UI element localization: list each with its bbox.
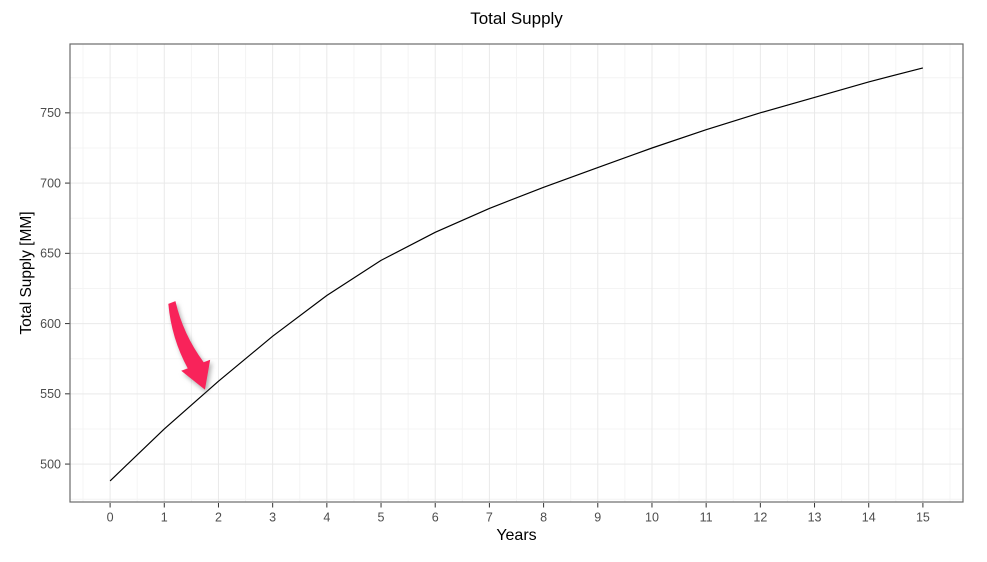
x-tick-label: 14 [862,511,876,525]
x-tick-label: 12 [753,511,767,525]
y-tick-label: 700 [40,176,61,190]
axis-tick-marks [65,112,924,508]
x-tick-label: 15 [916,511,930,525]
x-tick-label: 8 [540,511,547,525]
x-tick-label: 13 [808,511,822,525]
x-tick-label: 11 [700,511,713,525]
y-tick-label: 600 [40,317,61,331]
total-supply-curve [109,67,924,482]
y-tick-label: 500 [40,457,61,471]
x-tick-label: 5 [378,511,385,525]
x-tick-label: 1 [161,511,168,525]
x-tick-label: 7 [486,511,493,525]
major-gridlines [70,44,963,502]
x-tick-label: 3 [269,511,276,525]
x-tick-label: 2 [215,511,222,525]
x-tick-label: 6 [432,511,439,525]
y-tick-label: 550 [40,387,61,401]
x-tick-label: 4 [323,511,330,525]
annotation-arrow-icon [168,301,211,390]
panel-border [69,43,964,503]
x-tick-label: 10 [645,511,659,525]
chart-title: Total Supply [470,9,563,28]
x-tick-label: 9 [594,511,601,525]
y-tick-label: 650 [40,247,61,261]
y-tick-label: 750 [40,106,61,120]
x-tick-label: 0 [107,511,114,525]
x-axis-title: Years [496,527,537,544]
